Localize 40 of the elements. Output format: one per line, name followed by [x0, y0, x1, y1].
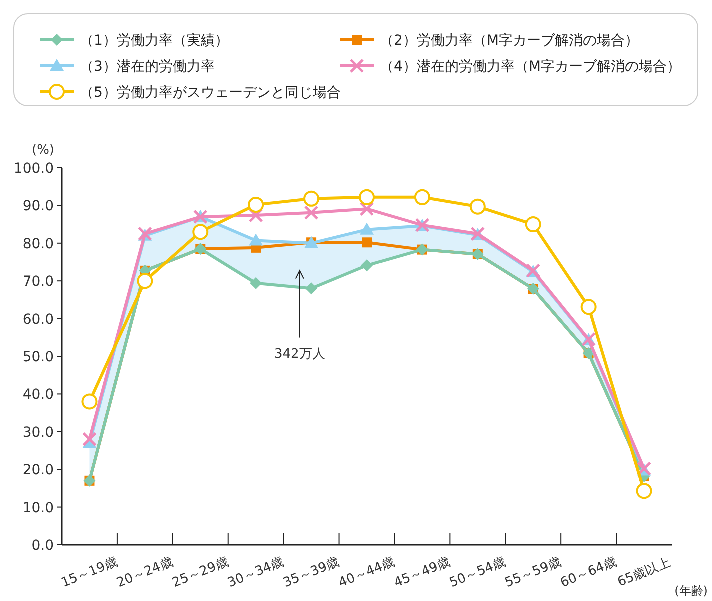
point — [636, 483, 652, 500]
y-tick-label: 10.0 — [22, 500, 54, 516]
point — [360, 222, 374, 235]
point — [306, 282, 318, 295]
y-tick-label: 90.0 — [22, 198, 54, 215]
y-tick-label: 100.0 — [14, 161, 54, 177]
point — [580, 299, 597, 316]
point — [249, 234, 264, 246]
x-axis-title: (年齢) — [674, 584, 708, 598]
point — [414, 189, 430, 206]
point — [137, 273, 154, 290]
legend-label: （1）労働力率（実績） — [80, 33, 229, 49]
legend-label: （2）労働力率（M字カーブ解消の場合） — [380, 33, 639, 49]
y-tick-label: 60.0 — [22, 312, 54, 328]
point — [304, 206, 319, 220]
y-tick-label: 50.0 — [22, 350, 54, 366]
point — [304, 190, 320, 207]
point — [248, 208, 264, 223]
y-tick-label: 30.0 — [22, 424, 54, 441]
y-tick-label: 80.0 — [22, 236, 54, 252]
point — [470, 198, 486, 215]
point — [192, 224, 209, 240]
point — [525, 216, 542, 233]
annotation: 342万人 — [274, 346, 326, 362]
point — [361, 260, 373, 272]
point — [82, 432, 97, 447]
point — [250, 277, 262, 290]
legend-label: （3）潜在的労働力率 — [80, 59, 215, 75]
point — [359, 189, 375, 206]
y-tick-label: 40.0 — [22, 387, 54, 404]
y-tick-label: 70.0 — [22, 274, 54, 290]
point — [360, 202, 374, 216]
point — [362, 238, 372, 248]
legend-label: （5）労働力率がスウェーデンと同じ場合 — [80, 85, 341, 101]
legend-label: （4）潜在的労働力率（M字カーブ解消の場合） — [380, 59, 681, 75]
y-axis-title: (%) — [32, 143, 54, 158]
point — [248, 196, 264, 213]
point — [82, 394, 98, 410]
y-tick-label: 20.0 — [22, 462, 54, 479]
y-tick-label: 0.0 — [32, 538, 54, 554]
